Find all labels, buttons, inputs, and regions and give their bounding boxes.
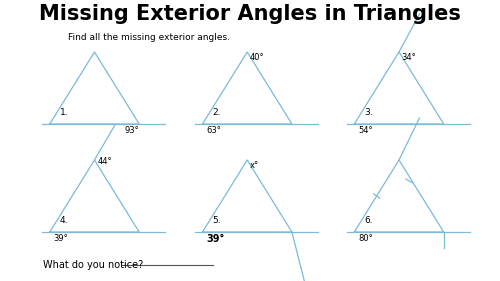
Text: 63°: 63° bbox=[206, 126, 221, 135]
Text: 93°: 93° bbox=[124, 126, 139, 135]
Text: 3.: 3. bbox=[364, 108, 373, 117]
Text: 54°: 54° bbox=[358, 126, 372, 135]
Text: 6.: 6. bbox=[364, 216, 373, 225]
Text: What do you notice?: What do you notice? bbox=[44, 260, 144, 270]
Text: 39°: 39° bbox=[206, 234, 225, 244]
Text: 4.: 4. bbox=[60, 216, 68, 225]
Text: 44°: 44° bbox=[98, 157, 112, 166]
Text: x°: x° bbox=[250, 161, 259, 170]
Text: Missing Exterior Angles in Triangles: Missing Exterior Angles in Triangles bbox=[39, 4, 461, 24]
Text: 39°: 39° bbox=[54, 234, 68, 243]
Text: 5.: 5. bbox=[212, 216, 221, 225]
Text: 1.: 1. bbox=[60, 108, 68, 117]
Text: Find all the missing exterior angles.: Find all the missing exterior angles. bbox=[68, 33, 230, 42]
Text: 80°: 80° bbox=[358, 234, 373, 243]
Text: 40°: 40° bbox=[250, 53, 264, 62]
Text: 34°: 34° bbox=[402, 53, 416, 62]
Text: 2.: 2. bbox=[212, 108, 221, 117]
